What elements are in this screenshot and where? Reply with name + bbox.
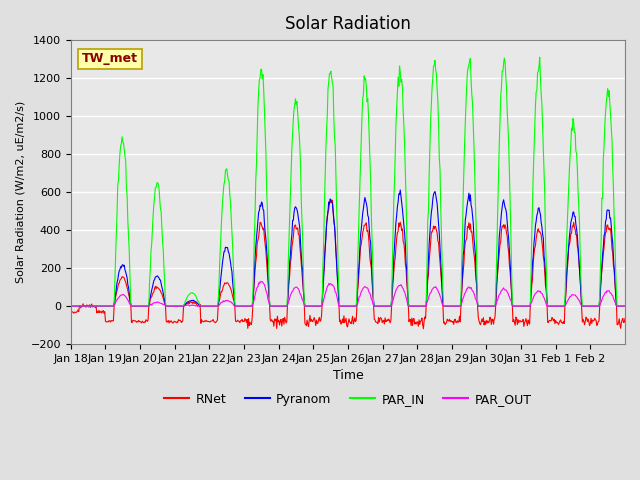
Text: TW_met: TW_met	[82, 52, 138, 65]
RNet	[261, 241, 269, 247]
Pyranom	[234, 303, 241, 309]
PAR_IN	[405, 303, 413, 309]
Pyranom	[406, 303, 413, 309]
PAR_OUT	[283, 303, 291, 309]
RNet	[234, 317, 241, 323]
PAR_IN	[621, 303, 629, 309]
Pyranom	[282, 303, 290, 309]
Legend: RNet, Pyranom, PAR_IN, PAR_OUT: RNet, Pyranom, PAR_IN, PAR_OUT	[159, 388, 537, 411]
PAR_OUT	[406, 303, 413, 309]
PAR_OUT	[262, 288, 269, 293]
Line: PAR_OUT: PAR_OUT	[71, 282, 625, 306]
PAR_IN	[234, 303, 241, 309]
PAR_OUT	[234, 303, 241, 309]
PAR_OUT	[132, 303, 140, 309]
RNet	[420, 326, 428, 332]
Line: Pyranom: Pyranom	[71, 190, 625, 306]
Y-axis label: Solar Radiation (W/m2, uE/m2/s): Solar Radiation (W/m2, uE/m2/s)	[15, 101, 25, 283]
Pyranom	[396, 187, 404, 193]
Pyranom	[621, 303, 629, 309]
RNet	[282, 320, 290, 326]
PAR_IN	[67, 303, 75, 309]
Pyranom	[67, 303, 75, 309]
RNet	[67, 309, 75, 314]
PAR_OUT	[621, 303, 629, 309]
Pyranom	[132, 303, 140, 309]
Line: RNet: RNet	[71, 200, 625, 329]
Pyranom	[437, 258, 445, 264]
Pyranom	[261, 229, 269, 235]
X-axis label: Time: Time	[333, 370, 364, 383]
PAR_IN	[536, 54, 543, 60]
RNet	[438, 279, 445, 285]
PAR_OUT	[258, 279, 266, 285]
PAR_IN	[282, 303, 290, 309]
PAR_IN	[261, 127, 269, 133]
PAR_OUT	[437, 295, 445, 300]
Line: PAR_IN: PAR_IN	[71, 57, 625, 306]
PAR_OUT	[67, 303, 75, 309]
RNet	[328, 197, 335, 203]
PAR_IN	[132, 303, 140, 309]
PAR_IN	[436, 166, 444, 172]
Title: Solar Radiation: Solar Radiation	[285, 15, 411, 33]
RNet	[621, 316, 629, 322]
RNet	[132, 318, 140, 324]
RNet	[406, 316, 413, 322]
